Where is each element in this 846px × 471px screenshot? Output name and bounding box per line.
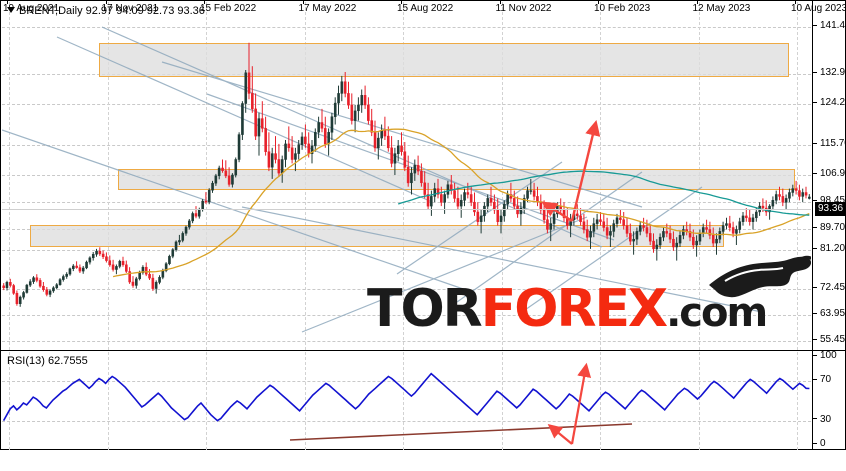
time-tick <box>302 0 304 4</box>
rsi-tick-30: 30 <box>813 414 831 425</box>
trendline-up-4 <box>521 186 703 313</box>
price-tick-98-45: 98.45 <box>813 196 845 206</box>
trendline-down-4 <box>2 129 473 293</box>
rsi-tick-100: 100 <box>813 351 837 361</box>
rsi-arrow-down <box>547 423 573 445</box>
price-gridline <box>2 104 811 105</box>
price-tick-63-95: 63.95 <box>813 309 845 319</box>
rsi-vertical-gridline <box>107 352 109 450</box>
price-vertical-gridline <box>107 2 109 350</box>
rsi-plot-area[interactable] <box>2 352 811 450</box>
trendline-up-3 <box>456 171 643 303</box>
rsi-uptrend-line <box>289 423 633 441</box>
price-tick-124-20: 124.20 <box>813 98 846 108</box>
price-tick-132-95: 132.95 <box>813 68 846 78</box>
arrow-up-projection <box>570 119 601 222</box>
price-tick-81-20: 81.20 <box>813 244 845 254</box>
rsi-scale[interactable]: 100 70 30 0 <box>813 351 846 449</box>
chevron-down-icon[interactable] <box>7 7 15 14</box>
time-tick <box>401 0 402 4</box>
time-tick <box>795 0 796 4</box>
rsi-header: RSI(13) 62.7555 <box>7 355 88 367</box>
trendline-up-2 <box>301 216 588 333</box>
rsi-vertical-gridline <box>9 352 10 450</box>
trendline-down-6 <box>241 206 763 313</box>
price-tick-72-45: 72.45 <box>813 283 845 293</box>
time-tick <box>696 0 698 4</box>
rsi-line-series <box>2 372 810 422</box>
time-label-7: 12 May 2023 <box>692 3 751 14</box>
rsi-level-70 <box>2 381 811 383</box>
rsi-tick-0: 0 <box>813 439 826 449</box>
rsi-vertical-gridline <box>698 352 700 450</box>
price-gridline <box>2 341 811 342</box>
price-axis-separator <box>812 1 813 350</box>
time-tick <box>598 0 599 4</box>
price-tick-89-70: 89.70 <box>813 223 845 233</box>
time-label-4: 15 Aug 2022 <box>397 3 454 14</box>
current-price-tag: 93.36 <box>815 202 846 216</box>
price-scale[interactable]: 141.45 132.95 124.20 115.70 106.95 98.45 89.70… <box>813 1 846 350</box>
price-gridline <box>2 202 811 203</box>
price-gridline <box>2 250 811 251</box>
price-projection-arrows <box>541 119 601 223</box>
price-plot-area[interactable]: TORFOREX.com <box>2 2 811 350</box>
price-tick-106-95: 106.95 <box>813 169 846 179</box>
rsi-annotations <box>289 362 633 445</box>
rsi-vertical-gridline <box>206 352 207 450</box>
time-tick <box>7 0 8 4</box>
price-vertical-gridline <box>9 2 10 350</box>
time-tick <box>499 0 501 4</box>
price-tick-141-45: 141.45 <box>813 21 846 31</box>
candlestick-series <box>2 42 811 307</box>
rsi-level-30 <box>2 420 811 422</box>
rsi-axis-separator <box>812 351 813 449</box>
time-label-8: 10 Aug 2023 <box>791 3 846 14</box>
rsi-indicator-panel[interactable]: 100 70 30 0 RSI(13) 62.7555 <box>0 350 846 450</box>
time-tick <box>105 0 107 4</box>
time-tick <box>204 0 205 4</box>
price-vertical-gridline <box>797 2 798 350</box>
time-label-2: 15 Feb 2022 <box>200 3 257 14</box>
symbol-header[interactable]: BRENT,Daily 92.97 94.09 92.73 93.36 <box>7 5 205 17</box>
rsi-arrow-up <box>570 362 592 445</box>
price-gridline <box>2 315 811 316</box>
rsi-vertical-gridline <box>403 352 404 450</box>
rsi-vertical-gridline <box>600 352 601 450</box>
price-tick-55-45: 55.45 <box>813 335 845 345</box>
price-gridline <box>2 27 811 28</box>
trendline-down-1 <box>56 36 433 203</box>
current-price-line <box>2 209 811 210</box>
time-label-0: 19 Aug 2021 <box>3 3 60 14</box>
symbol-ohlc-text: BRENT,Daily 92.97 94.09 92.73 93.36 <box>19 5 205 17</box>
price-tick-115-70: 115.70 <box>813 139 846 149</box>
rsi-tick-70: 70 <box>813 375 831 385</box>
trendline-up-1 <box>396 161 563 275</box>
rsi-vertical-gridline <box>501 352 503 450</box>
supply-zone-upper <box>99 43 790 78</box>
price-gridline <box>2 145 811 146</box>
rsi-vertical-gridline <box>304 352 306 450</box>
time-label-5: 11 Nov 2022 <box>495 3 552 14</box>
rsi-vertical-gridline <box>797 352 798 450</box>
time-label-6: 10 Feb 2023 <box>594 3 651 14</box>
time-label-1: 17 Nov 2021 <box>101 3 159 14</box>
price-chart-panel[interactable]: TORFOREX.com 141.45 132.95 124.20 115.70 106… <box>0 0 846 350</box>
time-label-3: 17 May 2022 <box>298 3 357 14</box>
